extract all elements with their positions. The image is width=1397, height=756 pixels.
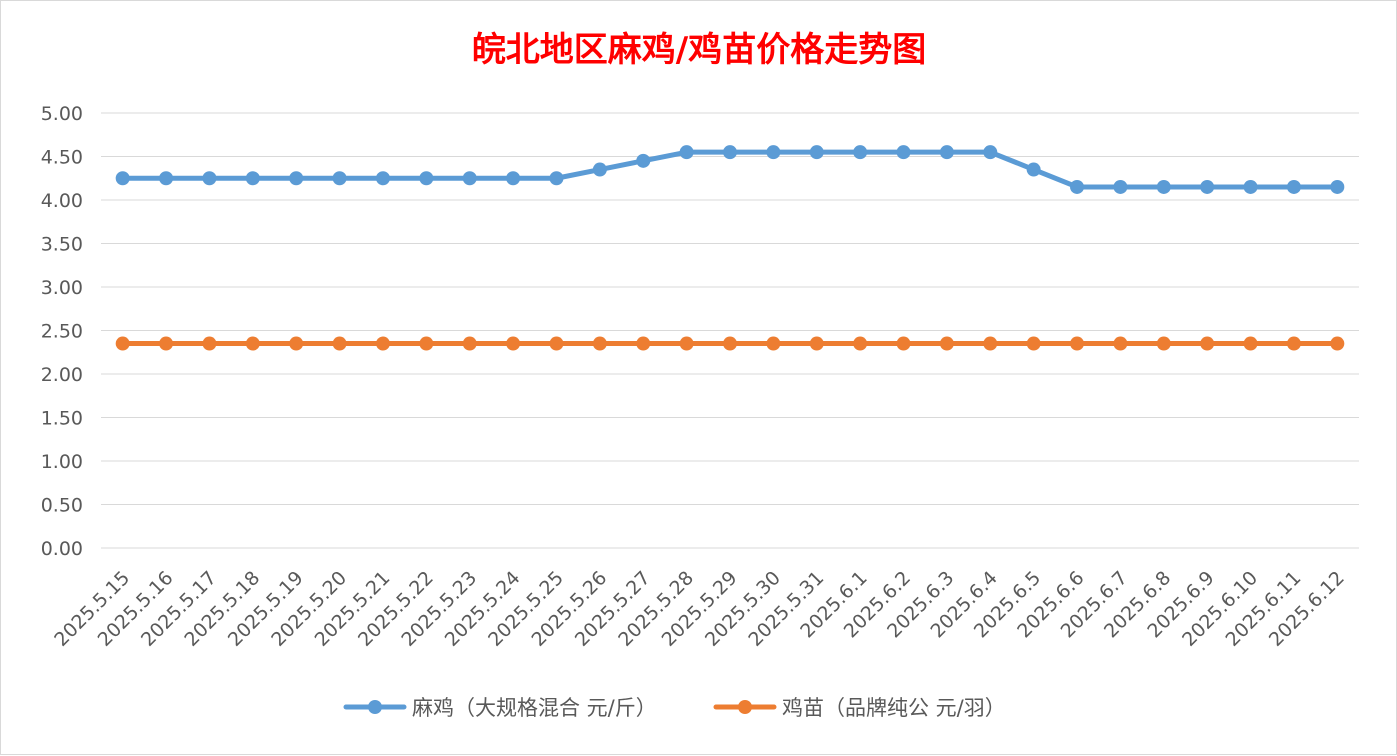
data-point (1156, 179, 1171, 194)
data-point (332, 336, 347, 351)
data-point (549, 171, 564, 186)
data-point (202, 336, 217, 351)
data-point (1243, 336, 1258, 351)
grid-lines (101, 112, 1359, 549)
legend: 麻鸡（大规格混合 元/斤） 鸡苗（品牌纯公 元/羽） (343, 696, 1006, 720)
data-point (1200, 336, 1215, 351)
data-point (375, 171, 390, 186)
data-point (1330, 179, 1345, 194)
y-tick-label: 2.00 (41, 364, 83, 386)
y-tick-label: 0.50 (41, 495, 83, 517)
series-layer (115, 145, 1345, 351)
legend-label: 鸡苗（品牌纯公 元/羽） (782, 696, 1006, 720)
data-point (592, 162, 607, 177)
data-point (1243, 179, 1258, 194)
data-point (332, 171, 347, 186)
y-tick-label: 5.00 (41, 103, 83, 125)
data-point (809, 145, 824, 160)
data-point (245, 336, 260, 351)
data-point (1286, 179, 1301, 194)
data-point (419, 336, 434, 351)
data-point (375, 336, 390, 351)
y-tick-label: 0.00 (41, 538, 83, 560)
data-point (159, 171, 174, 186)
data-point (809, 336, 824, 351)
legend-swatch-marker (738, 700, 752, 714)
data-point (115, 171, 130, 186)
y-tick-label: 1.50 (41, 408, 83, 430)
data-point (1026, 162, 1041, 177)
data-point (462, 336, 477, 351)
data-point (896, 145, 911, 160)
data-point (636, 153, 651, 168)
data-point (723, 336, 737, 351)
data-point (159, 336, 174, 351)
y-tick-label: 2.50 (41, 321, 83, 343)
data-point (1156, 336, 1171, 351)
y-tick-label: 4.00 (41, 190, 83, 212)
data-point (506, 336, 521, 351)
data-point (636, 336, 651, 351)
data-point (462, 171, 477, 186)
y-tick-label: 4.50 (41, 147, 83, 169)
y-tick-label: 1.00 (41, 451, 83, 473)
x-axis-ticks: 2025.5.152025.5.162025.5.172025.5.182025… (50, 567, 1349, 651)
data-point (1070, 179, 1085, 194)
data-point (1113, 179, 1128, 194)
data-point (1330, 336, 1345, 351)
data-point (766, 145, 781, 160)
data-point (1026, 336, 1041, 351)
data-point (679, 145, 694, 160)
data-point (723, 145, 737, 160)
data-point (939, 336, 954, 351)
data-point (419, 171, 434, 186)
y-axis-ticks: 0.00 0.50 1.00 1.50 2.00 2.50 3.00 3.50 4.00 4.50… (41, 103, 83, 560)
data-point (592, 336, 607, 351)
y-tick-label: 3.50 (41, 234, 83, 256)
data-point (766, 336, 781, 351)
data-point (939, 145, 954, 160)
data-point (506, 171, 521, 186)
legend-label: 麻鸡（大规格混合 元/斤） (412, 696, 657, 720)
data-point (896, 336, 911, 351)
data-point (983, 336, 998, 351)
data-point (1286, 336, 1301, 351)
data-point (549, 336, 564, 351)
data-point (1070, 336, 1085, 351)
data-point (202, 171, 217, 186)
data-point (289, 336, 304, 351)
data-point (1200, 179, 1215, 194)
data-point (983, 145, 998, 160)
data-point (289, 171, 304, 186)
chart-title: 皖北地区麻鸡/鸡苗价格走势图 (472, 30, 926, 70)
legend-swatch-marker (368, 700, 382, 714)
data-point (1113, 336, 1128, 351)
data-point (853, 336, 868, 351)
data-point (853, 145, 868, 160)
data-point (115, 336, 130, 351)
data-point (245, 171, 260, 186)
y-tick-label: 3.00 (41, 277, 83, 299)
data-point (679, 336, 694, 351)
